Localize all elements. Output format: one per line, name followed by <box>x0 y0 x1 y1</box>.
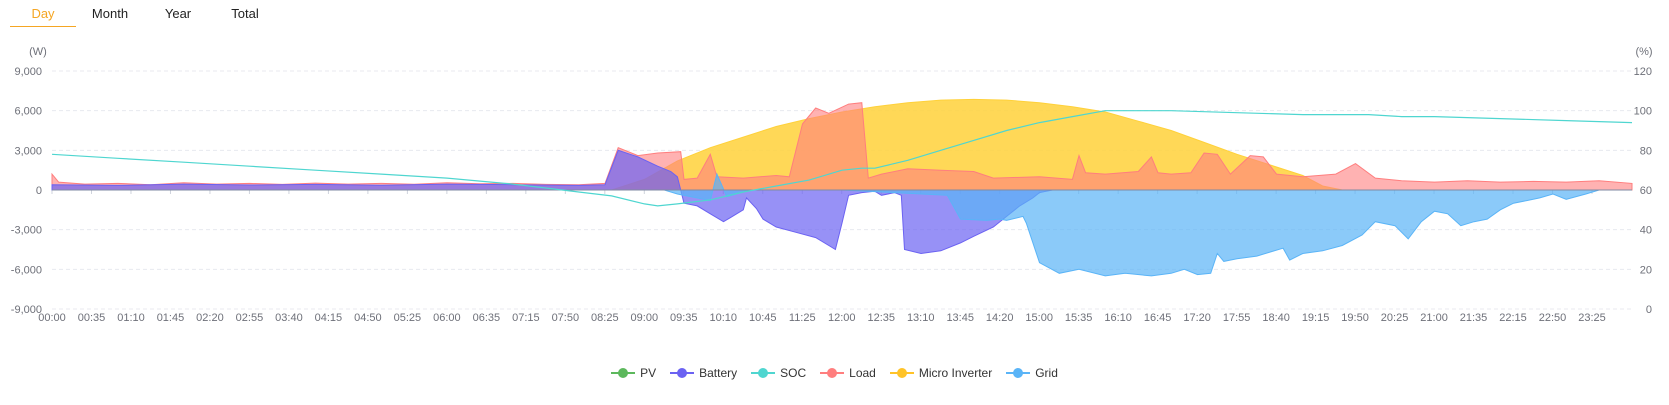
y-right-tick-label: 0 <box>1646 304 1652 316</box>
x-tick-label: 12:35 <box>867 312 895 324</box>
x-tick-label: 02:20 <box>196 312 224 324</box>
legend-item-soc[interactable]: SOC <box>751 366 806 380</box>
legend-label: Micro Inverter <box>918 366 993 380</box>
x-tick-label: 08:25 <box>591 312 619 324</box>
legend-item-grid[interactable]: Grid <box>1006 366 1058 380</box>
y-right-tick-label: 40 <box>1640 225 1652 237</box>
legend-item-load[interactable]: Load <box>820 366 876 380</box>
series-area-grid <box>52 172 1632 277</box>
x-tick-label: 09:35 <box>670 312 698 324</box>
y-right-tick-label: 80 <box>1640 145 1652 157</box>
tab-day[interactable]: Day <box>10 0 76 27</box>
legend-item-micro-inverter[interactable]: Micro Inverter <box>889 366 993 380</box>
series-line-soc <box>51 110 1633 207</box>
y-right-tick-label: 60 <box>1640 185 1652 197</box>
x-tick-label: 13:45 <box>946 312 974 324</box>
tab-year[interactable]: Year <box>164 6 192 21</box>
power-chart: 9,000 6,000 3,000 0 -3,000 -6,000 -9,000 120 100… <box>11 46 1653 324</box>
x-tick-label: 19:15 <box>1302 312 1330 324</box>
x-tick-label: 10:10 <box>710 312 738 324</box>
x-tick-label: 04:50 <box>354 312 382 324</box>
x-tick-label: 13:10 <box>907 312 935 324</box>
tab-total[interactable]: Total <box>231 6 259 21</box>
chart-legend: PV Battery SOC Load Micro Inverter Grid <box>0 366 1669 380</box>
x-tick-label: 09:00 <box>631 312 659 324</box>
legend-label: Load <box>849 366 876 380</box>
legend-marker-icon <box>889 368 914 378</box>
legend-item-pv[interactable]: PV <box>611 366 656 380</box>
x-tick-label: 07:15 <box>512 312 540 324</box>
x-tick-label: 07:50 <box>552 312 580 324</box>
x-tick-label: 04:15 <box>315 312 343 324</box>
x-tick-label: 22:50 <box>1539 312 1567 324</box>
x-tick-label: 21:00 <box>1420 312 1448 324</box>
x-tick-label: 23:25 <box>1578 312 1606 324</box>
legend-item-battery[interactable]: Battery <box>670 366 737 380</box>
legend-label: SOC <box>780 366 807 380</box>
y-left-tick-label: 9,000 <box>14 66 42 78</box>
y-right-tick-label: 100 <box>1634 106 1652 118</box>
y-right-unit: (%) <box>1635 46 1652 58</box>
tab-month[interactable]: Month <box>91 6 129 21</box>
x-tick-label: 17:20 <box>1183 312 1211 324</box>
legend-label: Battery <box>699 366 738 380</box>
x-tick-label: 15:00 <box>1025 312 1053 324</box>
x-tick-label: 01:45 <box>157 312 185 324</box>
x-tick-label: 06:00 <box>433 312 461 324</box>
period-tabs: Day Month Year Total <box>10 0 278 28</box>
x-tick-label: 00:35 <box>78 312 106 324</box>
legend-marker-icon <box>670 368 695 378</box>
x-tick-label: 17:55 <box>1223 312 1251 324</box>
y-left-tick-label: -9,000 <box>11 304 42 316</box>
y-right-tick-label: 120 <box>1634 66 1652 78</box>
legend-marker-icon <box>1006 368 1031 378</box>
x-tick-label: 16:10 <box>1104 312 1132 324</box>
x-tick-label: 11:25 <box>789 312 816 324</box>
x-tick-label: 19:50 <box>1341 312 1369 324</box>
x-tick-label: 03:40 <box>275 312 303 324</box>
x-tick-label: 06:35 <box>473 312 501 324</box>
x-tick-label: 20:25 <box>1381 312 1409 324</box>
x-tick-label: 15:35 <box>1065 312 1093 324</box>
x-tick-label: 14:20 <box>986 312 1014 324</box>
x-tick-label: 21:35 <box>1460 312 1488 324</box>
legend-marker-icon <box>751 368 776 378</box>
y-left-unit: (W) <box>29 46 47 58</box>
legend-marker-icon <box>820 368 845 378</box>
x-tick-label: 12:00 <box>828 312 856 324</box>
x-tick-label: 16:45 <box>1144 312 1172 324</box>
legend-marker-icon <box>611 368 636 378</box>
series-area-load <box>51 102 1633 191</box>
x-tick-label: 00:00 <box>38 312 66 324</box>
y-left-tick-label: 0 <box>36 185 42 197</box>
x-tick-label: 18:40 <box>1262 312 1290 324</box>
y-right-tick-label: 20 <box>1640 264 1652 276</box>
x-tick-label: 05:25 <box>394 312 422 324</box>
y-left-tick-label: 6,000 <box>14 106 42 118</box>
y-left-tick-label: -3,000 <box>11 225 42 237</box>
x-tick-label: 10:45 <box>749 312 777 324</box>
x-tick-label: 01:10 <box>117 312 145 324</box>
series-area-battery <box>51 149 1632 255</box>
y-left-tick-label: -6,000 <box>11 264 42 276</box>
y-left-tick-label: 3,000 <box>14 145 42 157</box>
legend-label: Grid <box>1035 366 1058 380</box>
x-tick-label: 02:55 <box>236 312 264 324</box>
legend-label: PV <box>640 366 657 380</box>
x-tick-label: 22:15 <box>1499 312 1527 324</box>
